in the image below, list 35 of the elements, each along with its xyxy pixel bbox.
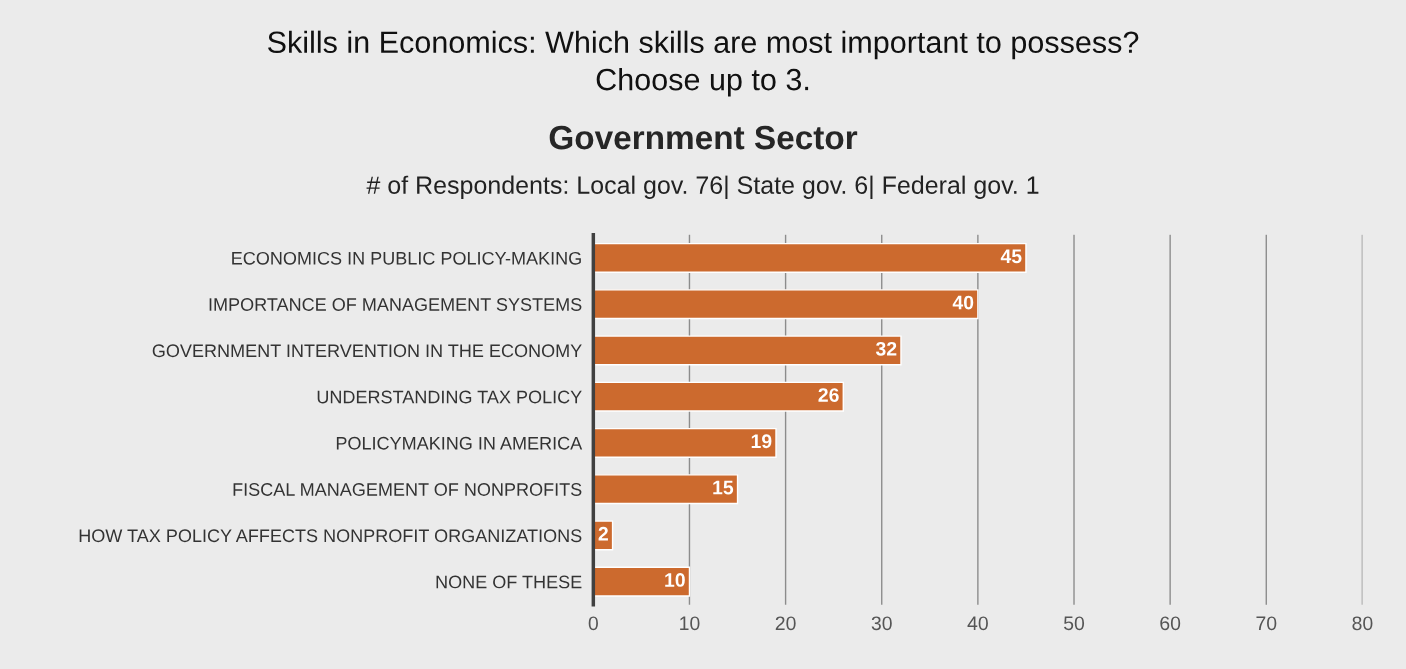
data-label: 2	[598, 526, 608, 541]
text: # of Respondents: Local gov. 76| State gov. 6| Federal gov. 1	[366, 175, 1039, 200]
y-tick-label: HOW TAX POLICY AFFECTS NONPROFIT ORGANIZATIONS	[79, 529, 582, 543]
y-tick-label: GOVERNMENT INTERVENTION IN THE ECONOMY	[152, 344, 582, 358]
y-tick-label: NONE OF THESE	[436, 575, 582, 589]
x-tick-label: 20	[775, 616, 796, 631]
x-tick-label: 70	[1256, 616, 1277, 631]
data-label: 19	[751, 434, 772, 449]
bar	[593, 335, 902, 366]
data-label: 10	[665, 573, 685, 587]
bar	[593, 289, 979, 320]
bar	[593, 242, 1027, 273]
data-label: 40	[952, 295, 974, 310]
bar	[593, 474, 739, 505]
x-tick-label: 50	[1063, 616, 1085, 631]
y-tick-label: IMPORTANCE OF MANAGEMENT SYSTEMS	[209, 298, 582, 311]
bar	[593, 381, 844, 412]
x-tick-label: 60	[1160, 616, 1181, 631]
bar	[593, 566, 691, 597]
bar	[593, 427, 777, 458]
data-label: 32	[875, 341, 897, 356]
chart-title: Skills in Economics: Which skills are most important to possess? Choose up to 3.	[268, 30, 1139, 97]
y-tick-label: ECONOMICS IN PUBLIC POLICY-MAKING	[232, 251, 581, 265]
x-tick-label: 30	[871, 616, 892, 631]
y-tick-label: UNDERSTANDING TAX POLICY	[317, 390, 582, 404]
x-tick-label: 0	[588, 616, 598, 631]
y-tick-label: POLICYMAKING IN AMERICA	[336, 436, 583, 450]
y-tick-label: FISCAL MANAGEMENT OF NONPROFITS	[233, 483, 582, 496]
x-tick-label: 80	[1352, 616, 1373, 631]
data-label: 26	[818, 388, 839, 402]
data-label: 15	[713, 480, 734, 495]
x-tick-label: 40	[967, 616, 988, 631]
chart-subtitle: Government Sector	[549, 125, 858, 150]
x-tick-label: 10	[680, 616, 700, 631]
data-label: 45	[1000, 249, 1022, 264]
